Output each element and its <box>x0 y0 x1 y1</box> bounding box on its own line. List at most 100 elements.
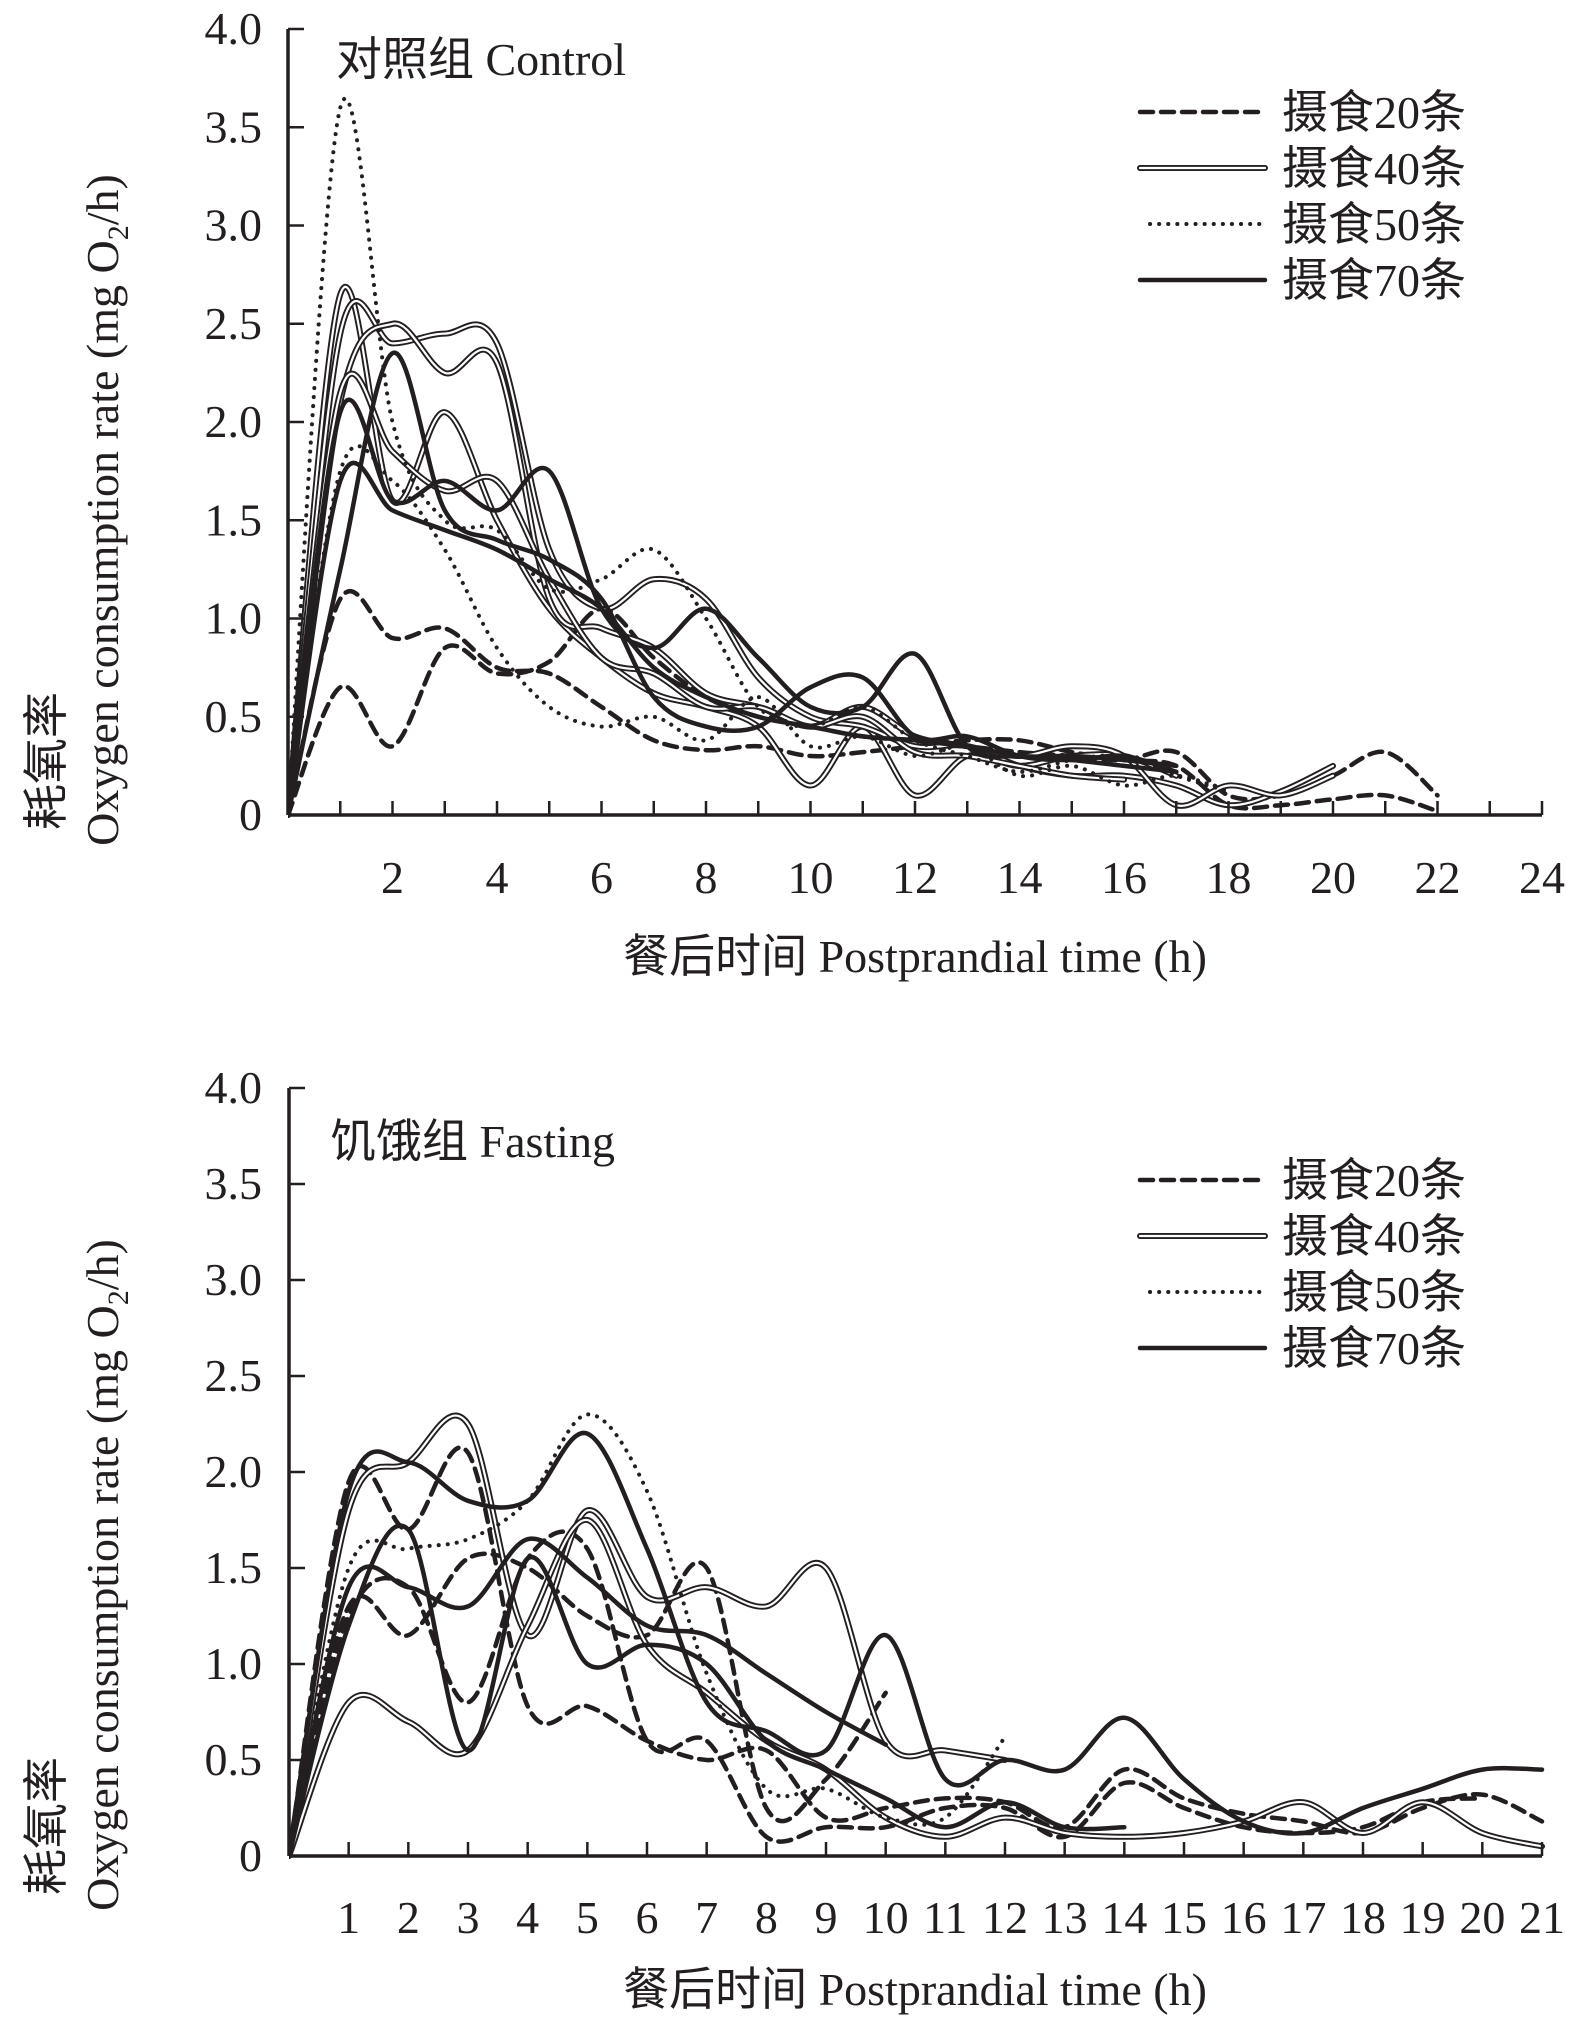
x-tick-label: 8 <box>755 1892 778 1943</box>
legend-item: 摄食20条 <box>1137 1155 1466 1206</box>
x-tick-label: 18 <box>1340 1892 1386 1943</box>
panel-fasting: 1 2 3 4 5 6 7 8 9 10 11 12 13 14 15 16 17 18 19 20 2100.51.0… <box>21 1062 1565 2015</box>
series-group-fasting <box>289 1412 1545 1859</box>
y-tick-label: 4.0 <box>205 1062 263 1113</box>
legend-label: 摄食70条 <box>1282 255 1466 306</box>
y-tick-label: 2.0 <box>205 1446 263 1497</box>
y-axis-title-end: /h) <box>77 1239 128 1290</box>
series-line <box>288 96 1231 817</box>
x-tick-label: 2 <box>397 1892 420 1943</box>
legend-label: 摄食70条 <box>1282 1323 1466 1374</box>
panel-title-control: 对照组 Control <box>336 34 626 85</box>
x-tick-label: 4 <box>486 852 509 903</box>
y-tick-label: 3.5 <box>205 101 263 152</box>
series-line <box>289 1412 1008 1859</box>
x-tick-label: 10 <box>863 1892 909 1943</box>
y-axis-title-end: /h) <box>77 174 128 225</box>
panel-title-fasting: 饥饿组 Fasting <box>330 1116 615 1167</box>
series-line <box>288 460 1179 818</box>
series-line <box>289 1430 1545 1859</box>
x-tick-label: 4 <box>516 1892 539 1943</box>
series-line-inner <box>288 372 1126 817</box>
x-tick-label: 1 <box>337 1892 360 1943</box>
series-line-stroke <box>288 96 1231 817</box>
axes-control: 2 4 6 8 10 12 14 16 18 20 22 2400.51.01.52.02.53.03… <box>205 3 1566 903</box>
x-tick-label: 16 <box>1101 852 1147 903</box>
y-tick-label: 1.5 <box>205 494 263 545</box>
series-line-stroke <box>289 1445 1545 1859</box>
legend-item: 摄食40条 <box>1137 1211 1466 1262</box>
series-line <box>288 298 1336 818</box>
series-line-outer <box>289 1517 1545 1859</box>
y-axis-title-fasting: 耗氧率 Oxygen consumption rate (mg O2/h) <box>21 1239 135 1911</box>
series-line-inner <box>289 1414 1007 1858</box>
series-line <box>288 350 1179 818</box>
y-axis-title-en: Oxygen consumption rate (mg O2/h) <box>77 174 135 846</box>
x-tick-label: 24 <box>1519 852 1565 903</box>
y-axis-title-control: 耗氧率 Oxygen consumption rate (mg O2/h) <box>21 174 135 846</box>
series-line <box>288 606 1440 818</box>
x-tick-label: 6 <box>636 1892 659 1943</box>
x-axis-title-control: 餐后时间 Postprandial time (h) <box>623 931 1207 982</box>
x-tick-label: 2 <box>381 852 404 903</box>
x-tick-label: 17 <box>1280 1892 1326 1943</box>
series-line-stroke <box>288 606 1440 818</box>
x-tick-label: 3 <box>457 1892 480 1943</box>
series-line-outer <box>288 283 1180 818</box>
x-tick-label: 13 <box>1042 1892 1088 1943</box>
x-tick-label: 16 <box>1221 1892 1267 1943</box>
series-line-stroke <box>288 350 1179 818</box>
legend-label: 摄食40条 <box>1282 143 1466 194</box>
x-tick-label: 7 <box>695 1892 718 1943</box>
y-axis-title-sub: 2 <box>102 225 135 240</box>
x-tick-label: 15 <box>1161 1892 1207 1943</box>
series-line-stroke <box>289 1523 1127 1859</box>
y-tick-label: 1.0 <box>205 593 263 644</box>
series-line <box>289 1517 1545 1859</box>
series-line-stroke <box>289 1430 1545 1859</box>
series-line <box>289 1536 888 1859</box>
series-line-stroke <box>288 588 1440 818</box>
legend-item: 摄食40条 <box>1137 143 1466 194</box>
series-line <box>289 1523 1127 1859</box>
series-line <box>288 397 1179 818</box>
y-tick-label: 0 <box>239 789 262 840</box>
series-line-stroke <box>288 397 1179 818</box>
series-line <box>288 283 1180 818</box>
x-tick-label: 9 <box>815 1892 838 1943</box>
y-axis-title-en-main: Oxygen consumption rate (mg O <box>77 1305 128 1911</box>
y-tick-label: 3.0 <box>205 200 263 251</box>
legend-label: 摄食50条 <box>1282 199 1466 250</box>
x-tick-label: 14 <box>997 852 1043 903</box>
y-tick-label: 2.5 <box>205 1350 263 1401</box>
y-tick-label: 4.0 <box>205 3 263 54</box>
x-tick-label: 22 <box>1415 852 1461 903</box>
series-line <box>289 1445 1545 1859</box>
y-axis-title-cn: 耗氧率 <box>21 1757 72 1895</box>
x-tick-label: 12 <box>892 852 938 903</box>
y-tick-label: 0 <box>239 1830 262 1881</box>
legend-label: 摄食20条 <box>1282 1155 1466 1206</box>
x-axis-title-fasting: 餐后时间 Postprandial time (h) <box>623 1964 1207 2015</box>
legend-item: 摄食70条 <box>1137 1323 1466 1374</box>
x-tick-label: 10 <box>788 852 834 903</box>
y-tick-label: 0.5 <box>205 1734 263 1785</box>
y-axis-title-sub: 2 <box>102 1290 135 1305</box>
series-line <box>288 444 1231 817</box>
legend-item: 摄食20条 <box>1137 87 1466 138</box>
y-axis-title-cn: 耗氧率 <box>21 692 72 830</box>
series-line-stroke <box>289 1551 888 1859</box>
series-group-control <box>288 96 1440 818</box>
x-tick-label: 21 <box>1519 1892 1565 1943</box>
series-line-inner <box>288 285 1178 817</box>
series-line <box>288 370 1127 818</box>
legend-label: 摄食50条 <box>1282 1267 1466 1318</box>
y-tick-label: 3.5 <box>205 1158 263 1209</box>
series-line-stroke <box>289 1412 1007 1858</box>
x-tick-label: 6 <box>590 852 613 903</box>
y-tick-label: 1.5 <box>205 1542 263 1593</box>
series-line-inner <box>288 300 1335 817</box>
series-line-stroke <box>288 460 1179 818</box>
series-line-stroke <box>288 444 1231 817</box>
